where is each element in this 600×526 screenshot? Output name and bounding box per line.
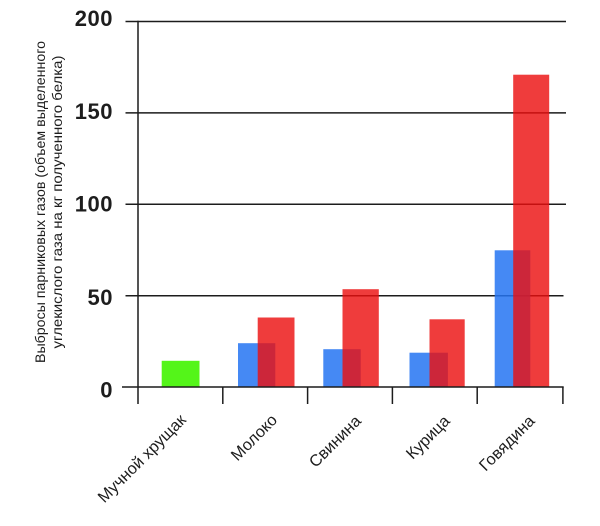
svg-text:50: 50: [88, 285, 113, 310]
svg-text:200: 200: [75, 6, 113, 31]
svg-text:Выбросы парниковых газов (объе: Выбросы парниковых газов (объем выделенн…: [33, 41, 49, 363]
svg-text:150: 150: [75, 99, 113, 124]
svg-text:100: 100: [75, 192, 113, 217]
svg-text:0: 0: [100, 377, 113, 402]
svg-text:углекислого газа на кг получен: углекислого газа на кг полученного белка…: [50, 56, 66, 349]
